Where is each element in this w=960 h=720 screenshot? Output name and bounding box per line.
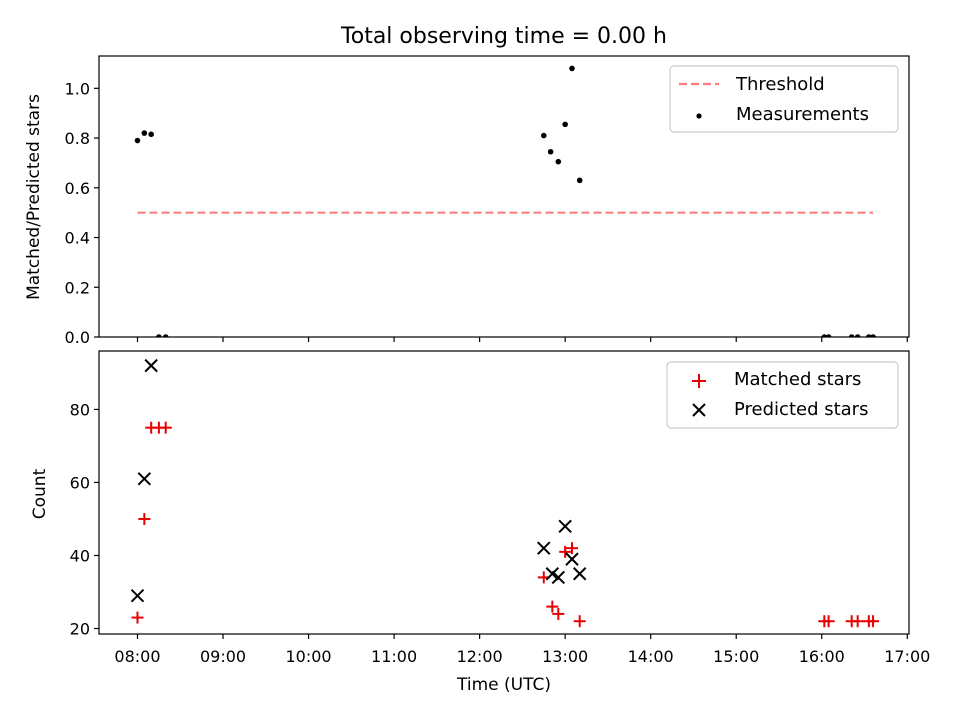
count-x-tick-label: 14:00 xyxy=(628,647,674,666)
measurement-point xyxy=(162,334,169,337)
predicted-star-x-b xyxy=(558,519,572,533)
count-axes-frame xyxy=(98,350,910,635)
count-legend-box xyxy=(666,361,899,429)
legend-measurements-label: Measurements xyxy=(736,104,869,125)
count-panel: 20 40 60 80 08:00 09:00 10:00 11:00 12:00 13:00 14… xyxy=(70,350,930,666)
predicted-star-point xyxy=(537,541,551,555)
predicted-star-point xyxy=(558,519,572,533)
matched-star-point xyxy=(565,542,578,555)
predicted-star-x-b xyxy=(137,472,152,486)
count-x-tick-label: 17:00 xyxy=(884,647,930,666)
count-x-tick-label: 13:00 xyxy=(542,647,588,666)
measurement-point xyxy=(870,334,876,337)
matched-star-point xyxy=(559,545,572,558)
measurement-point xyxy=(156,334,162,337)
measurement-point xyxy=(569,65,575,72)
ratio-panel: 0.0 0.2 0.4 0.6 0.8 1.0 xyxy=(65,55,910,347)
ratio-data-layer xyxy=(134,65,876,337)
ratio-y-tick-label: 0.2 xyxy=(65,278,90,297)
count-x-tick-label: 11:00 xyxy=(371,647,417,666)
legend-matched-swatch xyxy=(692,374,706,388)
chart-title: Total observing time = 0.00 h xyxy=(340,24,667,49)
predicted-star-x-b xyxy=(551,570,566,585)
predicted-star-x-b xyxy=(545,567,560,581)
time-x-axis-label: Time (UTC) xyxy=(456,675,551,695)
ratio-y-tick-label: 0.8 xyxy=(65,129,90,148)
legend-predicted-label: Predicted stars xyxy=(734,399,868,420)
predicted-star-point xyxy=(545,567,560,581)
count-y-tick-label: 80 xyxy=(70,400,90,419)
count-y-tick-label: 20 xyxy=(70,620,90,639)
ratio-y-tick-label: 1.0 xyxy=(65,79,90,98)
measurement-point xyxy=(547,148,554,155)
predicted-star-point xyxy=(572,567,587,581)
matched-star-point xyxy=(552,607,565,620)
matched-star-point xyxy=(573,615,586,628)
measurement-point xyxy=(854,334,861,337)
predicted-star-x-b xyxy=(572,567,587,581)
legend-threshold-label: Threshold xyxy=(735,74,825,95)
legend-measurements-swatch xyxy=(696,113,702,119)
count-y-tick-label: 60 xyxy=(70,473,90,492)
measurement-point xyxy=(866,334,872,337)
predicted-star-x-b xyxy=(537,541,551,555)
matched-star-point xyxy=(131,611,144,624)
predicted-star-point xyxy=(144,358,158,373)
predicted-star-point xyxy=(137,472,152,486)
matched-star-point xyxy=(159,421,172,434)
predicted-star-point xyxy=(130,588,145,603)
matched-star-point xyxy=(851,615,864,628)
count-x-tick-label: 12:00 xyxy=(457,647,503,666)
measurement-point xyxy=(141,130,148,136)
predicted-star-x-b xyxy=(565,552,579,566)
count-x-tick-label: 08:00 xyxy=(114,647,160,666)
count-x-tick-label: 10:00 xyxy=(286,647,332,666)
count-x-tick-label: 15:00 xyxy=(713,647,759,666)
measurement-point xyxy=(825,334,832,337)
measurement-point xyxy=(555,158,562,165)
ratio-legend: Threshold Measurements xyxy=(669,65,899,133)
ratio-legend-box xyxy=(669,65,899,133)
measurement-point xyxy=(134,137,141,144)
measurement-point xyxy=(576,177,583,184)
ratio-axes-frame xyxy=(98,55,910,338)
count-x-tick-label: 09:00 xyxy=(200,647,246,666)
matched-star-point xyxy=(822,615,835,628)
measurement-point xyxy=(562,121,568,128)
count-data-layer xyxy=(130,358,880,628)
matched-star-point xyxy=(867,615,880,628)
count-legend: Matched stars Predicted stars xyxy=(666,361,899,429)
measurement-point xyxy=(848,334,855,337)
measurement-point xyxy=(148,131,154,138)
count-x-tick-label: 16:00 xyxy=(799,647,845,666)
predicted-star-point xyxy=(565,552,579,566)
matched-star-point xyxy=(138,512,151,525)
ratio-y-tick-label: 0.6 xyxy=(65,179,90,198)
ratio-y-tick-label: 0.4 xyxy=(65,229,90,248)
legend-matched-label: Matched stars xyxy=(734,369,861,390)
ratio-y-tick-label: 0.0 xyxy=(65,328,90,347)
measurement-point xyxy=(821,334,828,337)
predicted-star-x-b xyxy=(144,358,158,373)
count-y-tick-label: 40 xyxy=(70,546,90,565)
ratio-y-axis-label: Matched/Predicted stars xyxy=(24,94,44,300)
legend-predicted-swatch xyxy=(692,403,706,417)
count-y-axis-label: Count xyxy=(30,468,50,519)
measurement-point xyxy=(540,132,547,139)
matched-star-point xyxy=(546,600,559,613)
predicted-star-x-b xyxy=(130,588,145,603)
predicted-star-point xyxy=(551,570,566,585)
